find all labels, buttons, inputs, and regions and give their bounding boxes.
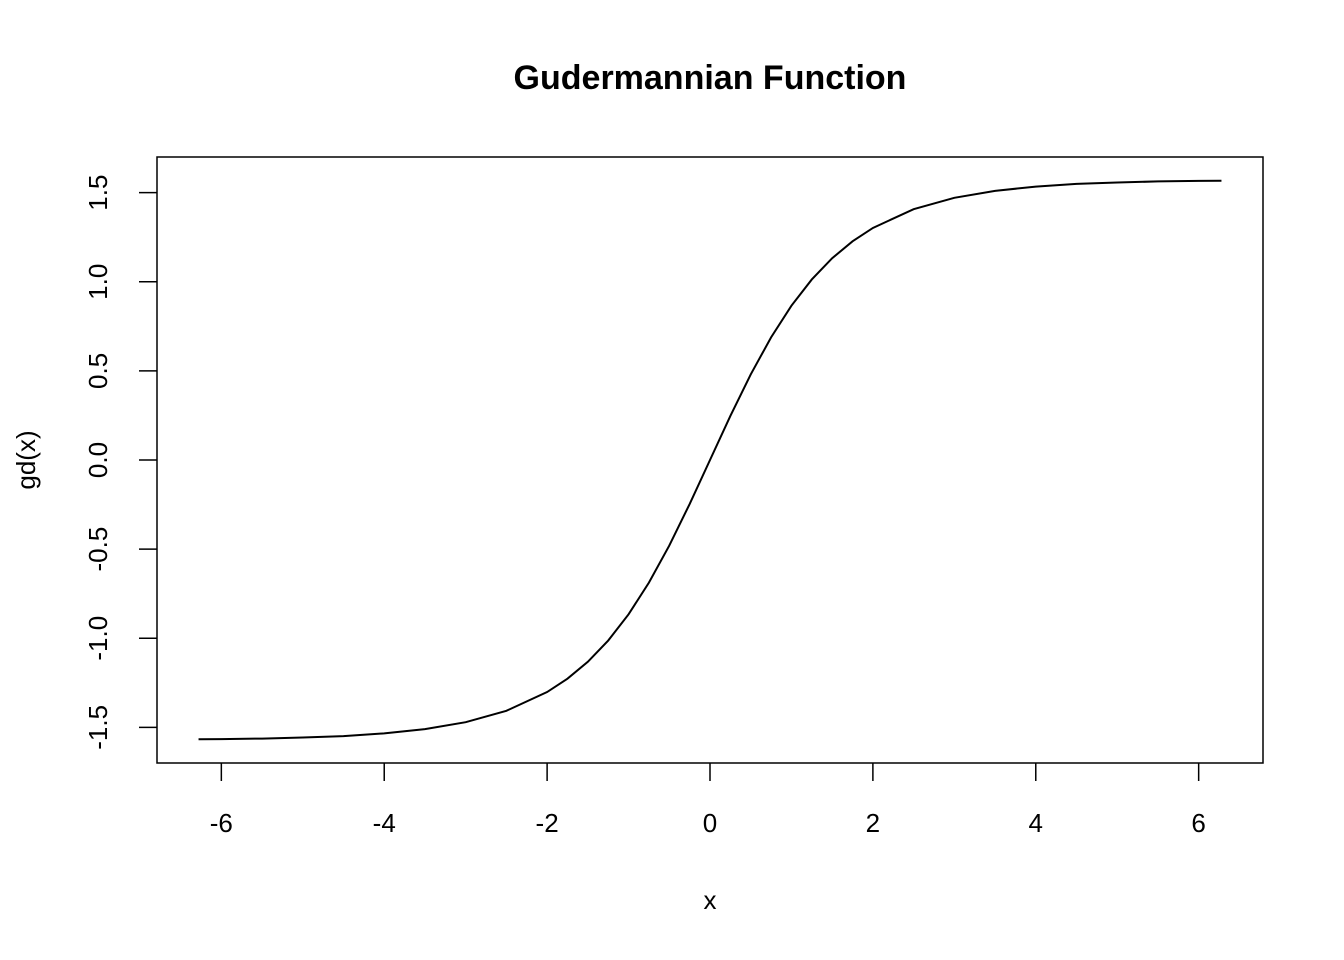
x-axis-label: x <box>704 885 717 915</box>
y-tick-label: -0.5 <box>83 527 113 572</box>
x-tick-label: 6 <box>1191 808 1205 838</box>
y-tick-label: 1.5 <box>83 175 113 211</box>
x-tick-label: 4 <box>1029 808 1043 838</box>
x-tick-label: 2 <box>866 808 880 838</box>
y-axis-label: gd(x) <box>11 430 41 489</box>
data-line <box>198 179 1222 741</box>
y-tick-label: -1.0 <box>83 616 113 661</box>
x-tick-label: 0 <box>703 808 717 838</box>
x-tick-label: -2 <box>536 808 559 838</box>
y-tick-label: -1.5 <box>83 705 113 750</box>
y-tick-label: 1.0 <box>83 264 113 300</box>
x-tick-label: -6 <box>210 808 233 838</box>
chart-title: Gudermannian Function <box>514 59 907 97</box>
y-tick-label: 0.5 <box>83 353 113 389</box>
x-tick-label: -4 <box>373 808 396 838</box>
y-tick-label: 0.0 <box>83 442 113 478</box>
